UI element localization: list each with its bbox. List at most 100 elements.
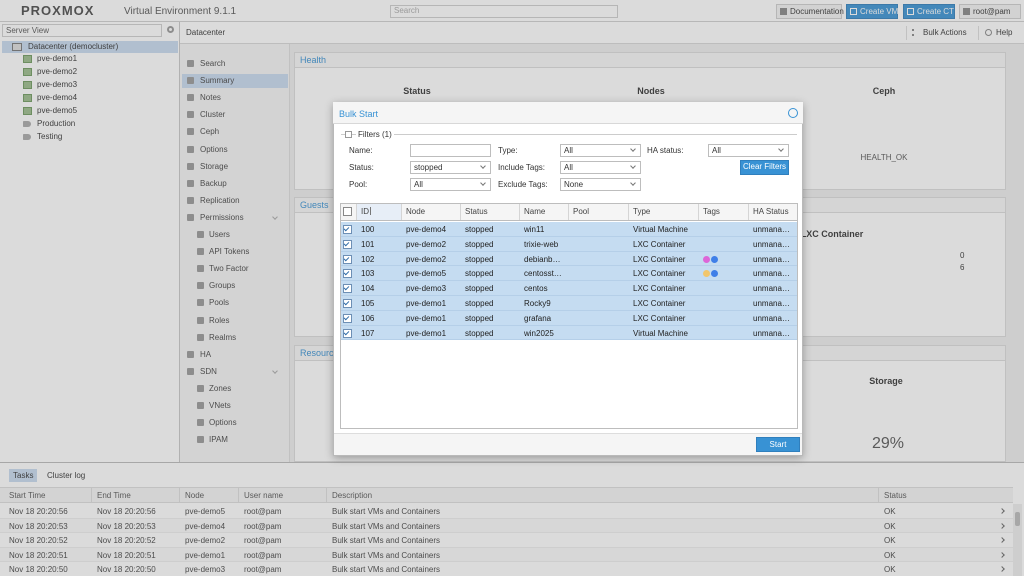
task-cell[interactable]: Nov 18 20:20:53 xyxy=(9,521,68,531)
nav-item[interactable]: Summary xyxy=(200,76,235,86)
grid-cell[interactable]: 105 xyxy=(361,299,375,308)
grid-cell[interactable]: unmana… xyxy=(753,269,790,279)
grid-cell[interactable]: unmana… xyxy=(753,328,790,338)
grid-cell[interactable]: unmana… xyxy=(753,284,790,294)
tab[interactable]: Cluster log xyxy=(47,471,86,480)
task-cell[interactable]: Nov 18 20:20:56 xyxy=(97,507,156,516)
nav-subitem[interactable]: Zones xyxy=(209,383,232,393)
grid-cell[interactable]: LXC Container xyxy=(633,254,686,264)
task-cell[interactable]: Bulk start VMs and Containers xyxy=(332,565,441,575)
grid-cell[interactable]: stopped xyxy=(465,269,494,279)
task-row[interactable] xyxy=(0,533,1013,548)
task-cell[interactable]: Nov 18 20:20:52 xyxy=(97,536,156,546)
filter-value[interactable]: All xyxy=(564,146,573,155)
grid-column-header[interactable]: Pool xyxy=(573,207,590,216)
grid-column-header[interactable]: Status xyxy=(465,207,488,216)
grid-cell[interactable]: stopped xyxy=(465,328,494,338)
task-row[interactable] xyxy=(0,562,1013,576)
task-cell[interactable]: Nov 18 20:20:50 xyxy=(9,565,68,575)
clear-filters-label[interactable]: Clear Filters xyxy=(742,162,787,171)
grid-cell[interactable]: 102 xyxy=(361,254,375,264)
grid-row[interactable] xyxy=(341,310,797,326)
grid-cell[interactable]: LXC Container xyxy=(633,284,686,294)
grid-cell[interactable]: trixie-web xyxy=(524,239,559,249)
grid-cell[interactable]: grafana xyxy=(524,313,552,323)
filter-input[interactable] xyxy=(708,144,789,157)
nav-subitem[interactable]: Two Factor xyxy=(209,264,249,274)
filter-input[interactable] xyxy=(560,178,641,191)
tree-node[interactable]: pve-demo4 xyxy=(37,93,78,102)
grid-cell[interactable]: stopped xyxy=(465,225,494,234)
breadcrumb-action[interactable]: Bulk Actions xyxy=(923,28,967,37)
nav-item[interactable]: Cluster xyxy=(200,110,226,120)
header-checkbox[interactable] xyxy=(343,207,352,216)
nav-item[interactable]: SDN xyxy=(200,366,217,376)
grid-row[interactable] xyxy=(341,222,797,237)
grid-cell[interactable]: pve-demo2 xyxy=(406,254,447,264)
grid-cell[interactable]: pve-demo1 xyxy=(406,299,447,308)
grid-column-header[interactable]: Node xyxy=(406,207,426,216)
grid-cell[interactable]: 101 xyxy=(361,239,375,249)
row-checkbox[interactable] xyxy=(343,313,352,323)
row-checkbox[interactable] xyxy=(343,239,352,249)
tree-node[interactable]: pve-demo5 xyxy=(37,106,78,115)
nav-item[interactable]: Storage xyxy=(200,161,229,171)
tree-root[interactable]: Datacenter (democluster) xyxy=(28,42,119,51)
task-cell[interactable]: root@pam xyxy=(244,550,282,560)
task-cell[interactable]: root@pam xyxy=(244,565,282,575)
task-cell[interactable]: Bulk start VMs and Containers xyxy=(332,521,441,531)
task-cell[interactable]: root@pam xyxy=(244,521,282,531)
filter-value[interactable]: All xyxy=(564,163,573,172)
grid-row[interactable] xyxy=(341,251,797,267)
task-cell[interactable]: pve-demo1 xyxy=(185,550,226,560)
grid-cell[interactable]: unmana… xyxy=(753,299,790,308)
tab-active[interactable] xyxy=(9,469,37,482)
filter-value[interactable]: All xyxy=(414,180,423,189)
view-select-label[interactable]: Server View xyxy=(6,26,49,35)
grid-cell[interactable]: 103 xyxy=(361,269,375,279)
nav-subitem[interactable]: API Tokens xyxy=(209,247,250,257)
row-checkbox[interactable] xyxy=(343,225,352,234)
grid-cell[interactable]: unmana… xyxy=(753,225,790,234)
row-checkbox[interactable] xyxy=(343,328,352,338)
filter-value[interactable]: stopped xyxy=(414,163,443,172)
task-cell[interactable]: Nov 18 20:20:52 xyxy=(9,536,68,546)
task-cell[interactable]: Bulk start VMs and Containers xyxy=(332,507,441,516)
row-checkbox[interactable] xyxy=(343,284,352,294)
breadcrumb-action[interactable]: Help xyxy=(996,28,1013,37)
task-cell[interactable]: pve-demo5 xyxy=(185,507,226,516)
tree-node[interactable]: pve-demo3 xyxy=(37,80,78,89)
task-cell[interactable]: root@pam xyxy=(244,507,282,516)
filter-input[interactable] xyxy=(410,178,491,191)
header-button-label[interactable]: root@pam xyxy=(973,7,1011,16)
grid-cell[interactable]: 106 xyxy=(361,313,375,323)
view-select[interactable] xyxy=(2,24,162,37)
grid-column-header[interactable]: Type xyxy=(633,207,651,216)
grid-cell[interactable]: unmana… xyxy=(753,254,790,264)
grid-cell[interactable]: pve-demo1 xyxy=(406,328,447,338)
grid-cell[interactable]: centos xyxy=(524,284,548,294)
nav-item[interactable]: HA xyxy=(200,349,212,359)
header-button-label[interactable]: Create CT xyxy=(917,7,954,16)
tree-pool[interactable]: Testing xyxy=(37,132,63,141)
header-button[interactable] xyxy=(903,4,955,19)
grid-cell[interactable]: stopped xyxy=(465,239,494,249)
row-checkbox[interactable] xyxy=(343,299,352,308)
grid-row[interactable] xyxy=(341,236,797,252)
tab[interactable]: Tasks xyxy=(13,471,34,480)
nav-item[interactable]: Permissions xyxy=(200,212,244,222)
grid-cell[interactable]: stopped xyxy=(465,254,494,264)
grid-row[interactable] xyxy=(341,325,797,341)
nav-subitem[interactable]: Roles xyxy=(209,315,230,325)
grid-row[interactable] xyxy=(341,296,797,311)
grid-cell[interactable]: stopped xyxy=(465,284,494,294)
header-button[interactable] xyxy=(776,4,842,19)
grid-cell[interactable]: win2025 xyxy=(524,328,554,338)
dialog-close[interactable] xyxy=(788,108,798,118)
filter-input[interactable] xyxy=(410,144,491,157)
nav-item[interactable]: Search xyxy=(200,59,226,68)
task-cell[interactable]: Nov 18 20:20:53 xyxy=(97,521,156,531)
grid-cell[interactable]: pve-demo4 xyxy=(406,225,447,234)
nav-item[interactable]: Notes xyxy=(200,93,221,103)
task-cell[interactable]: pve-demo4 xyxy=(185,521,226,531)
